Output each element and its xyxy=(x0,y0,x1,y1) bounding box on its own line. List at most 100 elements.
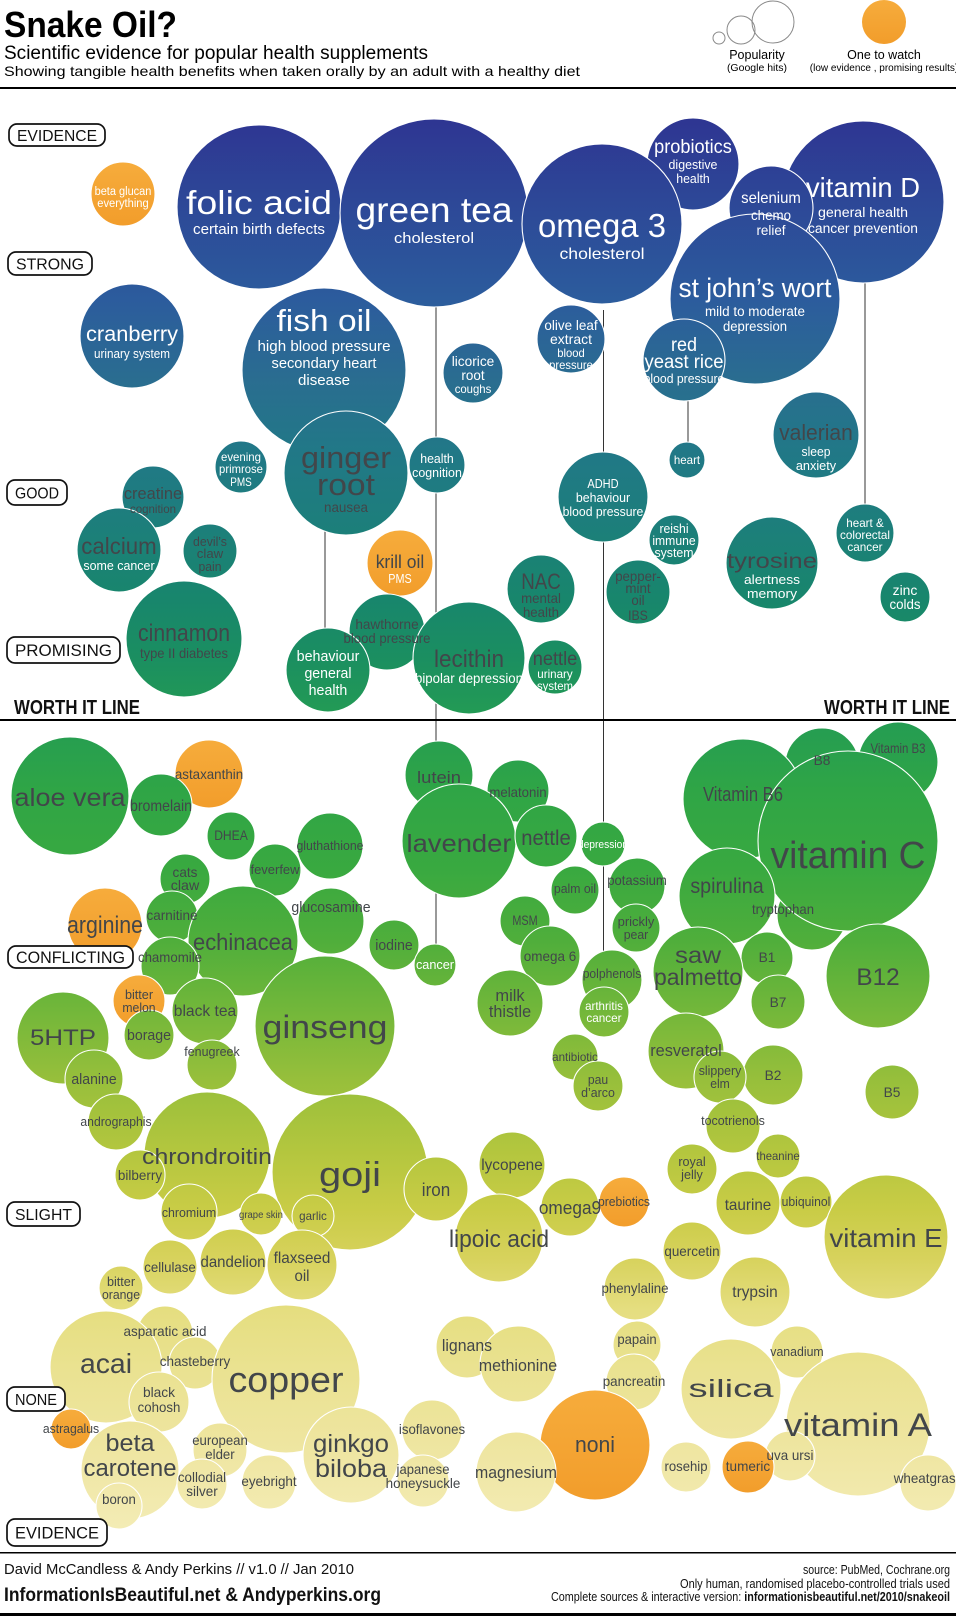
svg-text:health: health xyxy=(676,171,710,186)
svg-text:probiotics: probiotics xyxy=(654,137,732,158)
svg-text:aloe vera: aloe vera xyxy=(15,784,126,812)
svg-text:st john’s wort: st john’s wort xyxy=(679,273,832,303)
svg-text:SLIGHT: SLIGHT xyxy=(15,1207,72,1224)
svg-text:uva ursi: uva ursi xyxy=(767,1447,814,1463)
svg-text:melon: melon xyxy=(122,1000,155,1015)
svg-text:red: red xyxy=(671,335,697,356)
svg-text:astragalus: astragalus xyxy=(43,1421,100,1436)
svg-text:european: european xyxy=(192,1432,248,1448)
svg-text:system: system xyxy=(654,545,693,560)
svg-text:beta glucan: beta glucan xyxy=(95,186,152,198)
svg-text:behaviour: behaviour xyxy=(576,490,631,505)
svg-text:lycopene: lycopene xyxy=(481,1157,543,1174)
svg-text:EVIDENCE: EVIDENCE xyxy=(15,1524,99,1543)
svg-text:Complete sources & interactive: Complete sources & interactive version: … xyxy=(551,1589,950,1604)
svg-text:PMS: PMS xyxy=(230,475,252,489)
svg-text:biloba: biloba xyxy=(315,1455,387,1483)
svg-text:noni: noni xyxy=(575,1432,615,1457)
svg-text:phenylaline: phenylaline xyxy=(601,1280,668,1296)
svg-text:orange: orange xyxy=(102,1287,140,1302)
svg-text:extract: extract xyxy=(550,331,592,347)
svg-text:papain: papain xyxy=(617,1331,656,1347)
svg-text:WORTH IT LINE: WORTH IT LINE xyxy=(14,697,140,719)
svg-text:nettle: nettle xyxy=(533,649,578,670)
svg-text:magnesium: magnesium xyxy=(475,1463,557,1482)
svg-text:black: black xyxy=(143,1384,176,1400)
svg-text:iron: iron xyxy=(422,1180,450,1200)
svg-text:sleep: sleep xyxy=(802,444,831,459)
svg-text:olive leaf: olive leaf xyxy=(544,317,597,333)
svg-text:PROMISING: PROMISING xyxy=(15,641,112,660)
svg-text:cats: cats xyxy=(173,864,198,880)
svg-text:chamomile: chamomile xyxy=(138,949,202,965)
svg-text:cohosh: cohosh xyxy=(138,1399,181,1415)
svg-text:cognition: cognition xyxy=(130,502,176,516)
svg-text:nausea: nausea xyxy=(324,500,368,515)
svg-text:taurine: taurine xyxy=(725,1197,772,1214)
svg-text:licorice: licorice xyxy=(452,353,495,369)
svg-text:wheatgrass: wheatgrass xyxy=(893,1470,956,1486)
svg-text:alanine: alanine xyxy=(71,1071,116,1088)
svg-text:tocotrienols: tocotrienols xyxy=(701,1113,765,1128)
svg-text:WORTH IT LINE: WORTH IT LINE xyxy=(824,697,950,719)
svg-text:flaxseed: flaxseed xyxy=(274,1250,331,1267)
svg-text:B5: B5 xyxy=(884,1084,901,1100)
svg-text:prebiotics: prebiotics xyxy=(598,1194,650,1209)
svg-text:oil: oil xyxy=(295,1268,310,1285)
svg-text:fish oil: fish oil xyxy=(277,303,372,338)
svg-text:krill oil: krill oil xyxy=(376,552,425,572)
svg-text:high blood pressure: high blood pressure xyxy=(258,338,391,355)
svg-text:ginger: ginger xyxy=(301,440,391,475)
svg-text:elder: elder xyxy=(205,1446,235,1462)
svg-text:health: health xyxy=(420,451,454,466)
svg-text:prickly: prickly xyxy=(618,914,655,929)
svg-text:blood pressure: blood pressure xyxy=(563,504,644,519)
svg-text:potassium: potassium xyxy=(607,872,667,888)
svg-text:silica: silica xyxy=(689,1375,774,1403)
svg-text:primrose: primrose xyxy=(219,462,263,476)
svg-text:evening: evening xyxy=(221,450,261,464)
svg-text:quercetin: quercetin xyxy=(664,1243,719,1259)
svg-text:Only human, randomised placebo: Only human, randomised placebo-controlle… xyxy=(680,1576,950,1591)
svg-text:health: health xyxy=(523,604,559,620)
svg-text:mental: mental xyxy=(521,590,561,606)
svg-text:bitter: bitter xyxy=(107,1274,136,1289)
svg-text:bromelain: bromelain xyxy=(130,798,192,815)
svg-text:health: health xyxy=(309,682,348,699)
svg-text:MSM: MSM xyxy=(512,912,537,928)
svg-text:STRONG: STRONG xyxy=(16,256,84,273)
svg-text:trypsin: trypsin xyxy=(732,1284,777,1301)
svg-text:resveratol: resveratol xyxy=(650,1041,722,1060)
svg-text:cancer prevention: cancer prevention xyxy=(808,221,918,236)
svg-text:asparatic acid: asparatic acid xyxy=(124,1323,207,1339)
svg-text:Showing tangible health benefi: Showing tangible health benefits when ta… xyxy=(4,63,580,79)
svg-text:general: general xyxy=(304,665,351,682)
svg-text:claw: claw xyxy=(197,546,224,561)
svg-text:One to watch: One to watch xyxy=(847,48,921,62)
svg-text:general health: general health xyxy=(818,205,908,220)
svg-text:lecithin: lecithin xyxy=(434,646,504,673)
svg-text:carnitine: carnitine xyxy=(147,907,198,923)
svg-text:jelly: jelly xyxy=(680,1167,703,1182)
svg-text:B8: B8 xyxy=(814,752,831,768)
svg-text:colds: colds xyxy=(889,596,920,612)
svg-text:omega9: omega9 xyxy=(539,1198,601,1218)
svg-text:pepper-: pepper- xyxy=(615,568,661,584)
svg-text:certain birth defects: certain birth defects xyxy=(193,221,325,238)
svg-text:5HTP: 5HTP xyxy=(30,1025,96,1050)
svg-text:depression: depression xyxy=(723,319,787,334)
svg-text:pain: pain xyxy=(199,559,222,574)
svg-text:polphenols: polphenols xyxy=(583,966,642,981)
svg-text:reishi: reishi xyxy=(659,521,688,536)
svg-text:carotene: carotene xyxy=(84,1455,177,1482)
svg-text:devil’s: devil’s xyxy=(193,534,227,549)
svg-text:honeysuckle: honeysuckle xyxy=(386,1475,461,1491)
svg-text:chrondroitin: chrondroitin xyxy=(142,1144,272,1169)
svg-text:valerian: valerian xyxy=(779,420,853,445)
svg-text:glucosamine: glucosamine xyxy=(291,899,370,916)
svg-text:tumeric: tumeric xyxy=(726,1458,770,1474)
svg-text:ubiquinol: ubiquinol xyxy=(782,1194,831,1209)
svg-text:blood pressure: blood pressure xyxy=(344,630,431,646)
svg-text:cancer: cancer xyxy=(416,957,455,972)
svg-text:urinary: urinary xyxy=(537,667,572,681)
